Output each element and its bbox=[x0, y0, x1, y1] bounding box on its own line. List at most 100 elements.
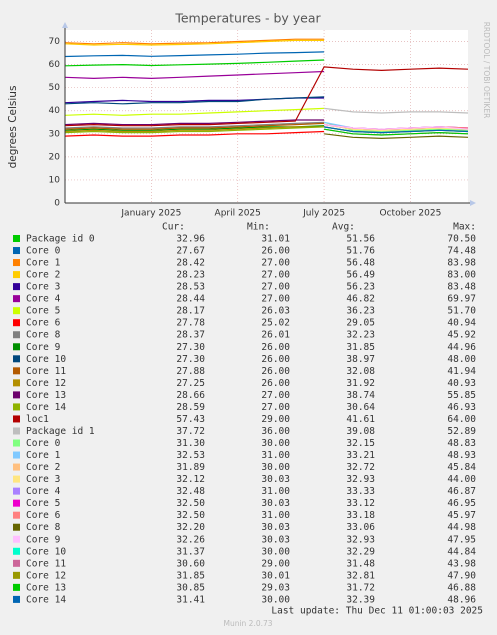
stat-value: 57.43 bbox=[176, 414, 205, 425]
series-line bbox=[64, 59, 325, 67]
series-line bbox=[64, 107, 325, 116]
legend-label: Core 9 bbox=[26, 534, 61, 545]
legend-swatch bbox=[13, 415, 20, 423]
stat-value: 32.93 bbox=[346, 474, 375, 485]
y-arrow bbox=[62, 22, 68, 28]
series-line bbox=[324, 126, 469, 134]
stat-value: 26.00 bbox=[261, 366, 290, 377]
stat-value: 30.03 bbox=[261, 474, 290, 485]
stat-value: 27.00 bbox=[261, 258, 290, 269]
x-arrow bbox=[470, 200, 476, 206]
series-line bbox=[324, 124, 469, 130]
stat-value: 31.89 bbox=[176, 462, 205, 473]
stat-header: Cur: bbox=[162, 222, 185, 233]
legend-label: Core 5 bbox=[26, 306, 60, 317]
series-line bbox=[324, 133, 469, 140]
stat-value: 27.00 bbox=[261, 390, 290, 401]
stat-value: 48.96 bbox=[447, 594, 476, 605]
stat-value: 44.96 bbox=[447, 342, 476, 353]
stat-value: 45.97 bbox=[447, 510, 476, 521]
x-tick-label: April 2025 bbox=[215, 209, 261, 219]
stat-value: 25.02 bbox=[261, 318, 290, 329]
series-line bbox=[64, 96, 325, 105]
legend-swatch bbox=[13, 427, 20, 435]
stat-value: 27.25 bbox=[176, 378, 205, 389]
legend-swatch bbox=[13, 247, 20, 255]
legend-label: Package id 0 bbox=[26, 234, 95, 245]
stat-value: 48.00 bbox=[447, 354, 476, 365]
legend-label: Core 9 bbox=[26, 342, 61, 353]
stat-value: 48.93 bbox=[447, 450, 476, 461]
stat-value: 32.39 bbox=[346, 594, 375, 605]
stat-value: 41.94 bbox=[447, 366, 476, 377]
legend-swatch bbox=[13, 343, 20, 351]
chart-title: Temperatures - by year bbox=[174, 11, 321, 26]
series-line bbox=[324, 128, 469, 136]
legend-swatch bbox=[13, 319, 20, 327]
stat-value: 40.94 bbox=[447, 318, 476, 329]
stat-value: 31.85 bbox=[176, 570, 205, 581]
legend-swatch bbox=[13, 487, 20, 495]
legend-swatch bbox=[13, 583, 20, 591]
legend-swatch bbox=[13, 259, 20, 267]
stat-header: Min: bbox=[247, 222, 270, 233]
stat-value: 32.26 bbox=[176, 534, 205, 545]
stat-value: 31.00 bbox=[261, 450, 290, 461]
stat-value: 46.82 bbox=[346, 294, 375, 305]
legend-swatch bbox=[13, 235, 20, 242]
stat-value: 31.92 bbox=[346, 378, 375, 389]
legend-label: Core 12 bbox=[26, 570, 66, 581]
legend-swatch bbox=[13, 499, 20, 507]
y-tick-label: 30 bbox=[49, 129, 61, 139]
stat-value: 32.29 bbox=[346, 546, 375, 557]
stat-value: 30.00 bbox=[261, 546, 290, 557]
stat-value: 55.85 bbox=[447, 390, 476, 401]
legend-swatch bbox=[13, 403, 20, 411]
stat-value: 32.72 bbox=[346, 462, 375, 473]
legend-swatch bbox=[13, 367, 20, 375]
legend-label: Core 14 bbox=[26, 402, 66, 413]
y-tick-label: 20 bbox=[49, 152, 61, 162]
legend-swatch bbox=[13, 391, 20, 399]
stat-value: 29.03 bbox=[261, 582, 290, 593]
legend-label: Package id 1 bbox=[26, 426, 95, 437]
stat-value: 27.00 bbox=[261, 270, 290, 281]
stat-value: 27.30 bbox=[176, 354, 205, 365]
series-line bbox=[64, 38, 325, 45]
series-line bbox=[64, 70, 325, 80]
stat-value: 32.93 bbox=[346, 534, 375, 545]
stat-value: 27.88 bbox=[176, 366, 205, 377]
legend-label: Core 13 bbox=[26, 390, 66, 401]
stat-value: 56.48 bbox=[346, 258, 375, 269]
legend-swatch bbox=[13, 295, 20, 303]
legend-label: Core 1 bbox=[26, 258, 61, 269]
stat-value: 30.64 bbox=[346, 402, 375, 413]
stat-value: 44.00 bbox=[447, 474, 476, 485]
series-line bbox=[64, 126, 325, 134]
stat-value: 27.00 bbox=[261, 282, 290, 293]
stat-value: 30.01 bbox=[261, 570, 290, 581]
stat-value: 27.00 bbox=[261, 402, 290, 413]
stat-value: 30.03 bbox=[261, 498, 290, 509]
stat-value: 56.23 bbox=[346, 282, 375, 293]
legend-label: Core 3 bbox=[26, 474, 60, 485]
stat-value: 45.84 bbox=[447, 462, 476, 473]
stat-value: 33.18 bbox=[346, 510, 375, 521]
legend-swatch bbox=[13, 511, 20, 519]
stat-value: 31.48 bbox=[346, 558, 375, 569]
stat-value: 56.49 bbox=[346, 270, 375, 281]
stat-value: 31.41 bbox=[176, 594, 205, 605]
legend-label: Core 13 bbox=[26, 582, 66, 593]
stat-value: 33.33 bbox=[346, 486, 375, 497]
legend-label: Core 4 bbox=[26, 486, 61, 497]
stat-value: 32.12 bbox=[176, 474, 205, 485]
legend-label: Core 14 bbox=[26, 594, 66, 605]
series-line bbox=[64, 51, 325, 58]
stat-header: Avg: bbox=[332, 222, 355, 233]
legend-swatch bbox=[13, 355, 20, 363]
stat-value: 30.03 bbox=[261, 522, 290, 533]
stat-value: 46.88 bbox=[447, 582, 476, 593]
stat-value: 83.00 bbox=[447, 270, 476, 281]
side-text: RRDTOOL / TOBI OETIKER bbox=[482, 22, 491, 119]
